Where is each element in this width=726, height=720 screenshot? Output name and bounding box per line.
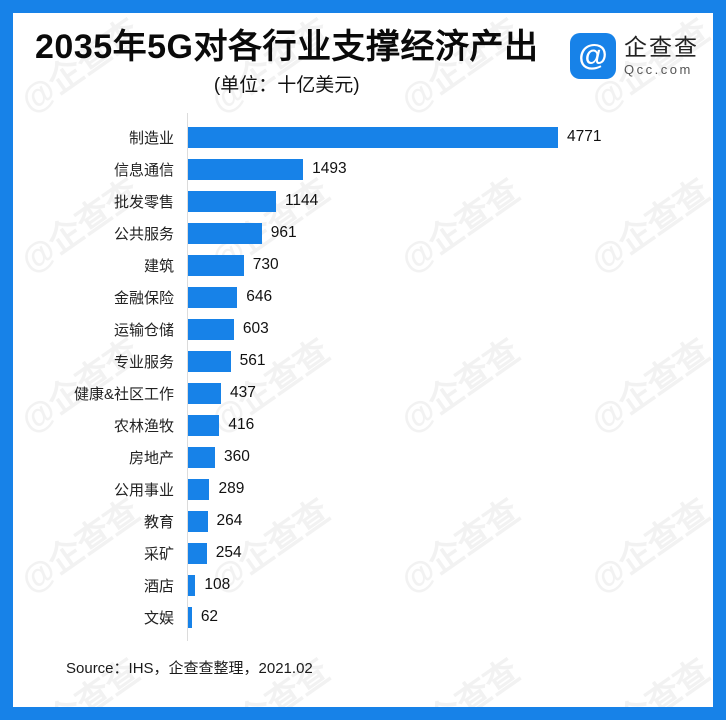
value-label: 108 — [204, 576, 231, 594]
bar-row: 文娱 62 — [13, 601, 713, 633]
category-label: 建筑 — [143, 257, 174, 275]
value-label: 437 — [229, 384, 256, 402]
bar — [187, 542, 207, 564]
bar-row: 专业服务 561 — [13, 345, 713, 377]
category-label: 教育 — [143, 513, 174, 531]
bar-area: 254 — [187, 537, 713, 569]
bar-area: 289 — [187, 473, 713, 505]
value-label: 264 — [216, 512, 243, 530]
bar-row: 金融保险 646 — [13, 281, 713, 313]
bar — [187, 606, 192, 628]
bar-row: 运输仓储 603 — [13, 313, 713, 345]
bar-row: 批发零售 1144 — [13, 185, 713, 217]
bar-row: 建筑 730 — [13, 249, 713, 281]
bar-area: 62 — [187, 601, 713, 633]
title-block: 2035年5G对各行业支撑经济产出 (单位：十亿美元) — [35, 25, 539, 97]
bar-row: 教育 264 — [13, 505, 713, 537]
bar — [187, 382, 221, 404]
bar-area: 437 — [187, 377, 713, 409]
bar-chart: 制造业 4771 信息通信 1493 批发零售 1144 公共服务 961 建筑… — [13, 113, 713, 642]
category-label: 公共服务 — [113, 225, 174, 243]
category-label: 金融保险 — [113, 289, 174, 307]
category-label: 房地产 — [128, 449, 174, 467]
bar — [187, 350, 231, 372]
bar-area: 961 — [187, 217, 713, 249]
bar-area: 416 — [187, 409, 713, 441]
bar-row: 公共服务 961 — [13, 217, 713, 249]
bar-row: 健康&社区工作 437 — [13, 377, 713, 409]
bar-area: 603 — [187, 313, 713, 345]
category-label: 公用事业 — [113, 481, 174, 499]
bar — [187, 222, 262, 244]
qcc-domain: Qcc.com — [624, 62, 693, 78]
bar — [187, 158, 304, 180]
qcc-brand-name: 企查查 — [624, 33, 699, 60]
bar-area: 1144 — [187, 185, 713, 217]
bar — [187, 286, 238, 308]
category-label: 农林渔牧 — [113, 417, 174, 435]
bar-area: 360 — [187, 441, 713, 473]
page-title: 2035年5G对各行业支撑经济产出 — [35, 28, 539, 66]
bar — [187, 190, 276, 212]
source-note: Source：IHS，企查查整理，2021.02 — [66, 660, 313, 678]
category-label: 采矿 — [143, 545, 174, 563]
bar-row: 采矿 254 — [13, 537, 713, 569]
y-axis-line — [187, 113, 188, 642]
value-label: 416 — [228, 416, 255, 434]
bar-row: 房地产 360 — [13, 441, 713, 473]
bar — [187, 414, 220, 436]
category-label: 制造业 — [128, 129, 174, 147]
header: 2035年5G对各行业支撑经济产出 (单位：十亿美元) @ 企查查 Qcc.co… — [13, 13, 713, 97]
value-label: 730 — [252, 256, 279, 274]
category-label: 运输仓储 — [113, 321, 174, 339]
value-label: 646 — [246, 288, 273, 306]
category-label: 文娱 — [143, 609, 174, 627]
value-label: 289 — [218, 480, 245, 498]
bar-area: 264 — [187, 505, 713, 537]
bar-area: 1493 — [187, 153, 713, 185]
value-label: 1144 — [284, 192, 319, 210]
value-label: 1493 — [312, 160, 347, 178]
value-label: 4771 — [567, 128, 602, 146]
qcc-logo: @ 企查查 Qcc.com — [570, 33, 699, 79]
chart-unit-label: (单位：十亿美元) — [213, 75, 360, 97]
value-label: 62 — [200, 608, 219, 626]
qcc-logo-icon: @ — [570, 33, 616, 79]
value-label: 961 — [270, 224, 297, 242]
qcc-logo-text: 企查查 Qcc.com — [624, 33, 699, 78]
bar-row: 酒店 108 — [13, 569, 713, 601]
value-label: 603 — [242, 320, 269, 338]
bar — [187, 574, 196, 596]
bar-rows: 制造业 4771 信息通信 1493 批发零售 1144 公共服务 961 建筑… — [13, 121, 713, 633]
category-label: 酒店 — [143, 577, 174, 595]
bar — [187, 126, 558, 148]
bar — [187, 446, 215, 468]
bar-row: 制造业 4771 — [13, 121, 713, 153]
category-label: 信息通信 — [113, 161, 174, 179]
bar-area: 4771 — [187, 121, 713, 153]
bar-area: 730 — [187, 249, 713, 281]
bar — [187, 510, 208, 532]
bar-row: 信息通信 1493 — [13, 153, 713, 185]
category-label: 健康&社区工作 — [73, 385, 174, 403]
bar-area: 108 — [187, 569, 713, 601]
bar-row: 公用事业 289 — [13, 473, 713, 505]
value-label: 254 — [215, 544, 242, 562]
bar — [187, 254, 244, 276]
infographic-content: 2035年5G对各行业支撑经济产出 (单位：十亿美元) @ 企查查 Qcc.co… — [13, 13, 713, 678]
value-label: 561 — [239, 352, 266, 370]
bar — [187, 318, 234, 340]
bar-area: 561 — [187, 345, 713, 377]
category-label: 批发零售 — [113, 193, 174, 211]
bar-row: 农林渔牧 416 — [13, 409, 713, 441]
category-label: 专业服务 — [113, 353, 174, 371]
bar-area: 646 — [187, 281, 713, 313]
value-label: 360 — [223, 448, 250, 466]
bar — [187, 478, 210, 500]
